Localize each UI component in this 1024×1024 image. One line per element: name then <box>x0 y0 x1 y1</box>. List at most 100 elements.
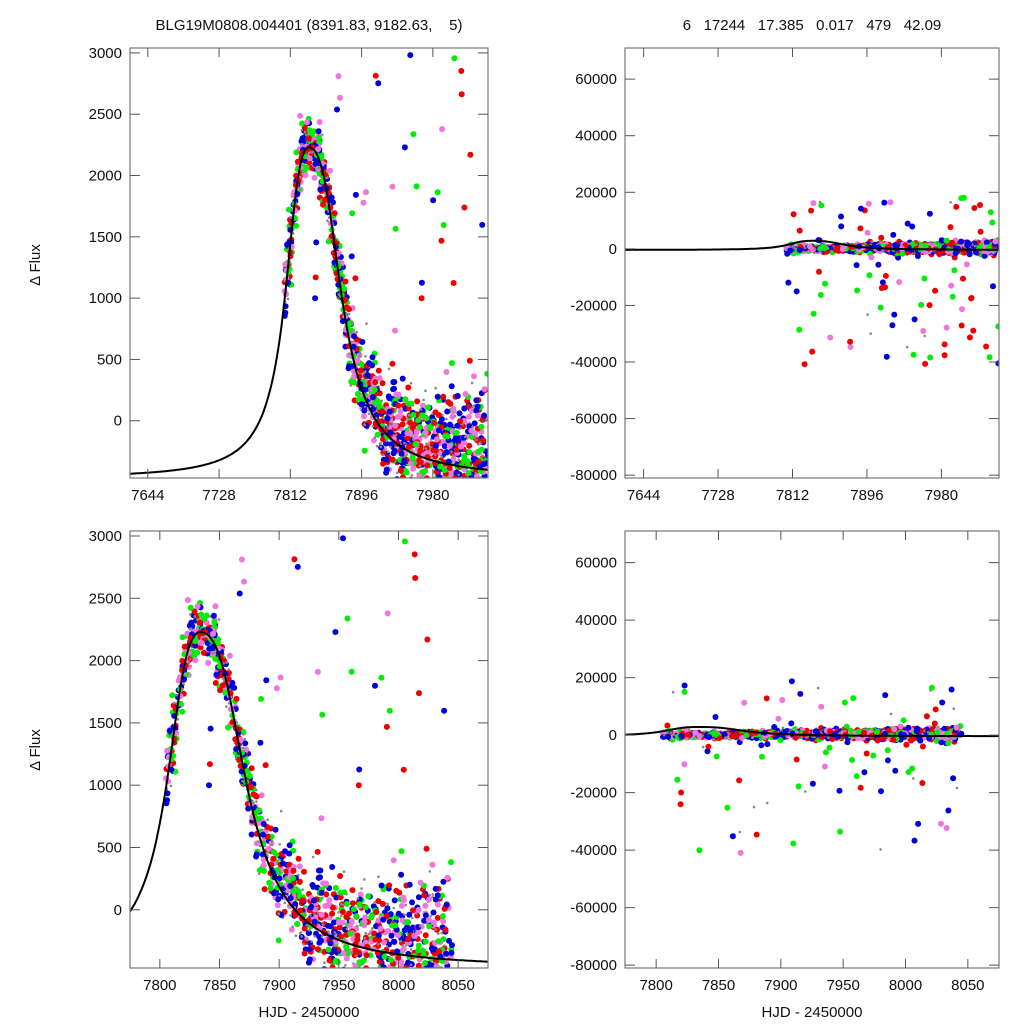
data-point <box>434 928 438 931</box>
data-point <box>476 502 482 508</box>
data-point <box>474 482 480 488</box>
data-point <box>465 490 471 496</box>
data-point <box>472 482 478 488</box>
data-point <box>443 1001 446 1004</box>
data-point <box>434 386 437 390</box>
data-point <box>339 914 343 918</box>
data-point <box>380 964 387 968</box>
data-point <box>475 501 481 507</box>
data-point <box>206 761 213 768</box>
data-point <box>345 365 352 372</box>
data-point <box>301 925 308 932</box>
data-point <box>380 916 387 923</box>
data-point <box>883 353 890 360</box>
data-point <box>383 723 390 730</box>
data-point <box>193 615 197 618</box>
data-point <box>866 313 869 316</box>
data-point <box>331 947 338 954</box>
data-point <box>471 425 475 429</box>
x-axis-title-left: HJD - 2450000 <box>259 1004 360 1021</box>
data-point <box>266 818 269 822</box>
y-tick-label: -60000 <box>570 411 617 428</box>
data-point <box>475 458 482 465</box>
data-point <box>371 424 375 428</box>
data-point <box>932 287 939 294</box>
data-point <box>375 990 381 996</box>
data-point <box>375 898 382 905</box>
data-point <box>393 391 400 398</box>
data-point <box>275 937 282 944</box>
data-point <box>260 831 266 838</box>
data-point <box>343 964 347 967</box>
data-point <box>205 659 212 666</box>
data-point <box>877 304 884 311</box>
data-point <box>947 224 954 231</box>
data-point <box>396 971 399 974</box>
data-point <box>896 279 903 285</box>
data-point <box>434 914 441 921</box>
data-point <box>361 447 368 454</box>
data-point <box>402 468 409 474</box>
data-point <box>463 435 467 439</box>
y-tick-label: 2000 <box>89 653 122 670</box>
data-point <box>434 436 440 443</box>
data-point <box>417 447 424 454</box>
data-point <box>405 405 412 412</box>
data-point <box>304 119 310 126</box>
data-point <box>405 384 412 391</box>
data-point <box>345 314 349 317</box>
data-point <box>194 649 201 656</box>
data-point <box>923 334 926 338</box>
data-point <box>484 452 488 459</box>
data-point <box>922 360 929 367</box>
data-point <box>440 514 446 520</box>
data-point <box>788 720 795 727</box>
data-point <box>295 888 302 895</box>
data-point <box>421 892 428 899</box>
data-point <box>272 826 279 833</box>
data-point <box>443 1005 446 1008</box>
data-point <box>388 994 394 1000</box>
data-point <box>333 894 340 901</box>
data-point <box>389 922 396 929</box>
data-point <box>457 473 461 477</box>
data-point <box>949 239 956 246</box>
data-point <box>417 971 423 977</box>
data-point <box>365 322 368 325</box>
data-point <box>395 932 402 939</box>
data-point <box>339 902 343 906</box>
data-point <box>340 969 346 975</box>
data-point <box>949 293 956 300</box>
data-point <box>416 457 423 464</box>
data-point <box>341 286 348 293</box>
data-point <box>419 435 422 439</box>
data-point <box>371 386 378 393</box>
data-point <box>294 563 301 570</box>
data-point <box>312 295 319 302</box>
data-point <box>349 887 356 894</box>
data-point <box>970 327 977 334</box>
data-point <box>432 1019 438 1024</box>
data-point <box>434 892 441 899</box>
data-point <box>887 249 890 253</box>
data-point <box>441 467 448 474</box>
x-tick-label: 7644 <box>131 487 164 504</box>
data-point <box>304 938 308 941</box>
data-point <box>440 455 444 458</box>
data-point <box>286 842 293 849</box>
y-tick-label: 1500 <box>89 715 122 732</box>
data-point <box>316 119 323 125</box>
data-point <box>352 947 359 954</box>
data-point <box>381 939 387 946</box>
data-point <box>986 354 993 361</box>
data-point <box>832 246 839 253</box>
data-point <box>892 767 899 774</box>
data-point <box>446 443 453 450</box>
data-point <box>308 928 311 932</box>
data-point <box>404 903 408 907</box>
data-point <box>360 199 367 206</box>
data-point <box>471 420 478 427</box>
data-point <box>958 238 965 245</box>
data-point <box>992 238 999 245</box>
data-point <box>383 466 390 473</box>
